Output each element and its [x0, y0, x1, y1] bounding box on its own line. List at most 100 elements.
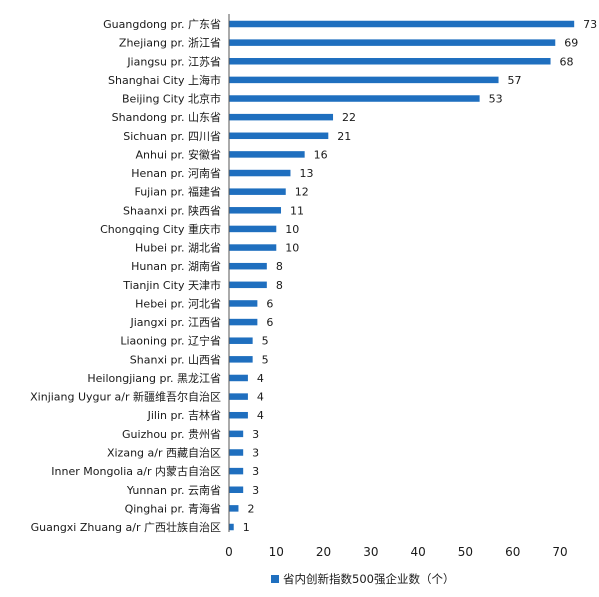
bar — [229, 244, 277, 251]
x-tick-label: 0 — [225, 545, 233, 559]
category-label: Shanghai City 上海市 — [108, 73, 221, 87]
category-label: Beijing City 北京市 — [122, 92, 221, 106]
bar — [229, 300, 258, 307]
bars — [229, 20, 575, 531]
legend-swatch — [271, 575, 279, 583]
bar — [229, 76, 499, 84]
value-label: 3 — [252, 484, 259, 497]
category-label: Anhui pr. 安徽省 — [136, 147, 221, 161]
value-label: 21 — [337, 130, 351, 143]
category-label: Jilin pr. 吉林省 — [147, 408, 221, 422]
value-label: 10 — [285, 242, 299, 255]
value-label: 16 — [314, 148, 328, 161]
bar — [229, 132, 329, 140]
value-label: 5 — [262, 353, 269, 366]
value-label: 5 — [262, 335, 269, 348]
bar — [229, 39, 556, 46]
category-label: Jiangsu pr. 江苏省 — [126, 55, 221, 68]
value-label: 4 — [257, 372, 264, 385]
value-label: 8 — [276, 279, 283, 292]
category-label: Hebei pr. 河北省 — [135, 297, 221, 310]
bar — [229, 449, 244, 456]
bar — [229, 281, 267, 289]
bar — [229, 188, 286, 195]
category-label: Guizhou pr. 贵州省 — [122, 428, 221, 441]
category-label: Tianjin City 天津市 — [122, 278, 221, 292]
value-label: 53 — [489, 93, 503, 106]
value-label: 10 — [285, 223, 299, 236]
category-label: Henan pr. 河南省 — [131, 167, 221, 180]
value-label: 57 — [508, 74, 522, 87]
bar — [229, 356, 253, 363]
bar — [229, 374, 248, 382]
category-label: Yunnan pr. 云南省 — [126, 484, 221, 497]
category-label: Guangxi Zhuang a/r 广西壮族自治区 — [31, 520, 221, 534]
x-tick-label: 20 — [316, 545, 331, 559]
bar — [229, 262, 267, 270]
bar — [229, 95, 480, 102]
value-label: 6 — [266, 316, 273, 329]
category-labels: Guangdong pr. 广东省 Zhejiang pr. 浙江省 Jiangsu… — [30, 18, 221, 534]
x-axis-ticks: 0 10 20 30 40 50 60 70 — [225, 545, 567, 559]
value-label: 3 — [252, 428, 259, 441]
bar — [229, 486, 244, 493]
bar — [229, 225, 277, 233]
category-label: Liaoning pr. 辽宁省 — [120, 334, 221, 348]
category-label: Inner Mongolia a/r 内蒙古自治区 — [51, 464, 221, 478]
value-label: 4 — [257, 409, 264, 422]
value-label: 22 — [342, 111, 356, 124]
value-label: 11 — [290, 204, 304, 217]
bar — [229, 411, 248, 419]
bar — [229, 207, 282, 214]
bar — [229, 113, 334, 121]
value-label: 13 — [299, 167, 313, 180]
category-label: Shanxi pr. 山西省 — [130, 353, 221, 366]
category-label: Hubei pr. 湖北省 — [135, 242, 221, 255]
x-tick-label: 40 — [411, 545, 426, 559]
bar — [229, 151, 305, 158]
legend: 省内创新指数500强企业数（个） — [271, 572, 454, 586]
value-label: 8 — [276, 260, 283, 273]
category-label: Guangdong pr. 广东省 — [103, 18, 221, 31]
category-label: Shandong pr. 山东省 — [112, 111, 221, 124]
category-label: Sichuan pr. 四川省 — [123, 130, 221, 143]
legend-label: 省内创新指数500强企业数（个） — [283, 572, 454, 586]
x-tick-label: 70 — [552, 545, 567, 559]
bar — [229, 523, 234, 531]
category-label: Chongqing City 重庆市 — [100, 222, 221, 236]
x-tick-label: 50 — [458, 545, 473, 559]
bar — [229, 169, 291, 177]
category-label: Shaanxi pr. 陕西省 — [123, 203, 221, 217]
bar — [229, 318, 258, 326]
category-label: Xinjiang Uygur a/r 新疆维吾尔自治区 — [30, 390, 221, 404]
bar — [229, 337, 253, 344]
category-label: Xizang a/r 西藏自治区 — [107, 445, 221, 459]
value-label: 12 — [295, 186, 309, 199]
bar — [229, 505, 239, 512]
x-tick-label: 30 — [363, 545, 378, 559]
bar — [229, 467, 244, 475]
category-label: Heilongjiang pr. 黑龙江省 — [87, 372, 221, 385]
x-tick-label: 60 — [505, 545, 520, 559]
value-label: 68 — [560, 55, 574, 68]
value-label: 2 — [247, 502, 254, 515]
x-tick-label: 10 — [269, 545, 284, 559]
category-label: Qinghai pr. 青海省 — [125, 501, 221, 515]
category-label: Fujian pr. 福建省 — [134, 185, 221, 199]
bar — [229, 430, 244, 438]
value-labels: 7369685753222116131211101088665544433332… — [243, 18, 597, 534]
bar — [229, 393, 248, 400]
category-label: Jiangxi pr. 江西省 — [129, 316, 221, 329]
value-label: 3 — [252, 465, 259, 478]
category-label: Zhejiang pr. 浙江省 — [119, 37, 221, 50]
value-label: 3 — [252, 446, 259, 459]
value-label: 73 — [583, 18, 597, 31]
category-label: Hunan pr. 湖南省 — [131, 260, 221, 273]
bar — [229, 20, 575, 28]
value-label: 1 — [243, 521, 250, 534]
value-label: 69 — [564, 37, 578, 50]
value-label: 4 — [257, 391, 264, 404]
bar — [229, 58, 551, 65]
value-label: 6 — [266, 297, 273, 310]
